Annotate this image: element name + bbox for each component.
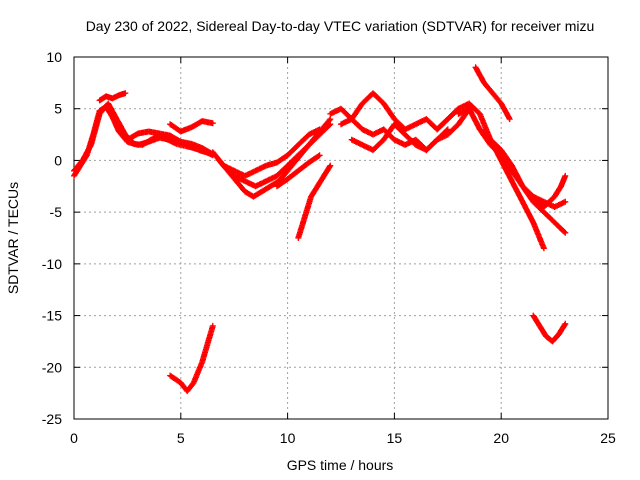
y-tick-label: 0	[54, 152, 62, 168]
point-markers	[167, 322, 216, 395]
point-markers	[530, 172, 569, 210]
point-markers	[220, 126, 323, 179]
point-markers	[71, 100, 216, 174]
series-arc-16	[476, 126, 569, 236]
x-tick-label: 15	[387, 430, 403, 446]
point-markers	[530, 312, 569, 345]
y-tick-label: 10	[46, 49, 62, 65]
series-arc-8	[220, 126, 323, 179]
point-markers	[96, 90, 129, 104]
series-arc-9	[273, 152, 323, 190]
series-arc-19	[167, 322, 216, 395]
x-tick-label: 10	[280, 430, 296, 446]
y-tick-label: -10	[42, 256, 62, 272]
series-arc-3	[96, 90, 129, 104]
y-tick-label: -25	[42, 411, 62, 427]
series-arc-14	[434, 100, 547, 252]
point-markers	[476, 126, 569, 236]
series-arc-5	[167, 118, 216, 135]
chart-title: Day 230 of 2022, Sidereal Day-to-day VTE…	[86, 18, 595, 34]
axis-ticks: 0 5 10 15 20 25 -25 -20 -15 -10 -5 0 5 10	[42, 49, 616, 446]
x-tick-label: 20	[493, 430, 509, 446]
x-tick-label: 25	[600, 430, 616, 446]
point-markers	[348, 105, 473, 154]
point-markers	[434, 100, 547, 252]
y-tick-label: -15	[42, 308, 62, 324]
point-markers	[472, 64, 513, 123]
y-tick-label: 5	[54, 101, 62, 117]
series-arc-17	[530, 172, 569, 210]
series-arc-10	[295, 162, 334, 241]
series-arc-4	[124, 128, 216, 158]
y-tick-label: -20	[42, 359, 62, 375]
x-tick-label: 0	[70, 430, 78, 446]
series-arc-18	[472, 64, 513, 123]
point-markers	[455, 105, 569, 210]
point-markers	[167, 118, 216, 135]
x-axis-label: GPS time / hours	[287, 457, 394, 473]
series-arc-2	[71, 100, 216, 174]
point-markers	[124, 128, 216, 158]
data-points	[71, 64, 569, 395]
y-tick-label: -5	[50, 204, 63, 220]
series-arc-13	[348, 105, 473, 154]
series-arc-15	[455, 105, 569, 210]
y-axis-label: SDTVAR / TECUs	[5, 182, 21, 294]
point-markers	[295, 162, 334, 241]
series-arc-20	[530, 312, 569, 345]
point-markers	[273, 152, 323, 190]
x-tick-label: 5	[177, 430, 185, 446]
plot-border	[73, 56, 609, 420]
